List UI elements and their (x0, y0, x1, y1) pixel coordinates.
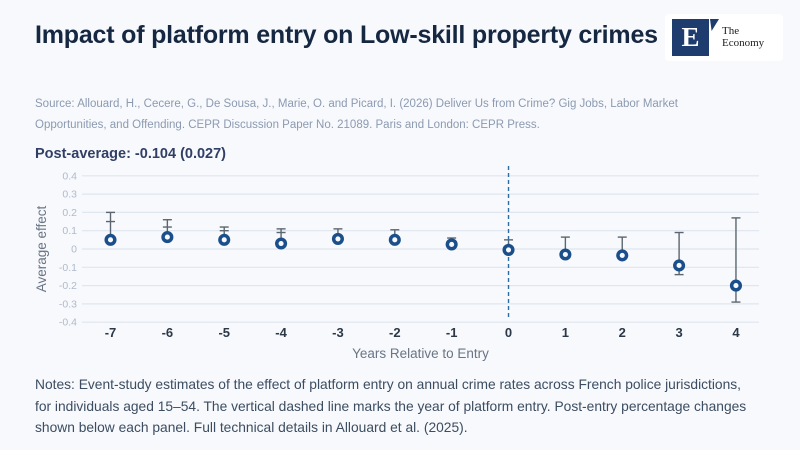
x-axis-title: Years Relative to Entry (352, 346, 489, 361)
x-tick-label: -4 (275, 325, 287, 340)
data-point (445, 238, 458, 251)
y-tick-label: -0.1 (59, 262, 77, 274)
x-tick-label: -7 (105, 325, 117, 340)
x-tick-label: 0 (505, 325, 512, 340)
data-point (388, 233, 401, 246)
data-point (673, 259, 686, 272)
x-tick-label: 4 (732, 325, 740, 340)
data-point (331, 232, 344, 245)
x-tick-label: -2 (389, 325, 401, 340)
logo-quote-icon (710, 19, 719, 31)
logo-word-the: The (722, 25, 740, 37)
data-point (559, 248, 572, 261)
data-point (218, 233, 231, 246)
data-point (616, 249, 629, 262)
y-tick-label: 0.3 (62, 189, 77, 201)
x-tick-label: -6 (162, 325, 174, 340)
data-point (161, 231, 174, 244)
source-citation: Source: Allouard, H., Cecere, G., De Sou… (35, 98, 678, 131)
x-tick-label: 3 (675, 325, 682, 340)
data-point (729, 279, 743, 292)
event-study-chart: 0.4 0.3 0.2 0.1 0 -0.1 -0.2 -0.3 -0.4 -7 -6 -5 -4 -3 -… (0, 160, 800, 365)
data-point (275, 237, 288, 250)
data-point (502, 243, 515, 256)
page-title: Impact of platform entry on Low-skill pr… (35, 21, 658, 49)
logo-e-icon: E (672, 19, 709, 56)
y-tick-label: 0.4 (62, 170, 77, 182)
x-tick-label: -3 (332, 325, 344, 340)
y-tick-label: 0.2 (62, 207, 77, 219)
logo-word-economy: Economy (722, 36, 765, 49)
logo-wordmark: The Economy (718, 25, 765, 49)
x-tick-label: -1 (446, 325, 458, 340)
chart-svg: 0.4 0.3 0.2 0.1 0 -0.1 -0.2 -0.3 -0.4 -7 -6 -5 -4 -3 -… (34, 166, 759, 361)
logo-mark: E (672, 19, 719, 56)
y-tick-label: -0.2 (59, 280, 77, 292)
data-point (104, 233, 117, 246)
figure-notes: Notes: Event-study estimates of the effe… (35, 377, 747, 435)
x-tick-label: 1 (562, 325, 569, 340)
x-tick-label: 2 (619, 325, 626, 340)
y-axis-title: Average effect (34, 205, 49, 292)
post-average-stat: Post-average: -0.104 (0.027) (35, 146, 227, 162)
the-economy-logo: E The Economy (665, 14, 783, 61)
y-tick-label: -0.3 (59, 298, 77, 310)
y-tick-label: 0 (71, 244, 77, 256)
y-tick-label: -0.4 (59, 317, 77, 329)
x-tick-label: -5 (218, 325, 230, 340)
y-tick-label: 0.1 (62, 225, 77, 237)
